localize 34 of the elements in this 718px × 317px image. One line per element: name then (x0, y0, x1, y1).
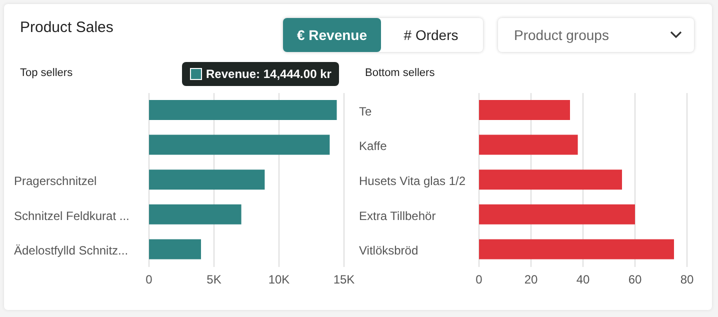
y-tick-label: Extra Tillbehör (359, 208, 436, 223)
bar (149, 134, 330, 155)
y-tick-label: Pragerschnitzel (14, 174, 97, 188)
bar (149, 100, 337, 120)
y-tick-label: Kaffe (359, 139, 388, 154)
text: Product groups (514, 27, 609, 43)
bar (149, 170, 265, 190)
y-tick-label: Ädelostfylld Schnitz... (14, 244, 128, 258)
bar (479, 239, 674, 260)
x-tick-label: 10K (268, 272, 290, 287)
text: Revenue: 14,444.00 kr (182, 62, 340, 86)
text: Product Sales (20, 19, 114, 36)
text: Top sellers (20, 67, 73, 79)
text: # Orders (402, 26, 460, 45)
x-tick-label: 0 (476, 272, 483, 287)
y-tick-label: Schnitzel Feldkurat ... (14, 208, 130, 223)
bar (149, 204, 242, 224)
x-tick-label: 5K (206, 272, 222, 287)
bar (479, 170, 622, 190)
x-tick-label: 15K (333, 272, 355, 287)
y-tick-label: Husets Vita glas 1/2 (359, 174, 466, 188)
x-tick-label: 0 (146, 272, 153, 287)
x-tick-label: 80 (680, 272, 694, 287)
bar (479, 134, 578, 155)
x-tick-label: 20 (524, 272, 538, 287)
y-tick-label: Vitlöksbröd (359, 244, 418, 258)
y-tick-label: Te (359, 104, 372, 118)
bar (479, 100, 570, 120)
x-tick-label: 40 (576, 272, 590, 287)
text: € Revenue (283, 18, 381, 52)
x-tick-label: 60 (628, 272, 642, 287)
chart-title: Bottom sellers (365, 67, 435, 79)
bar (479, 204, 635, 224)
bar (149, 239, 201, 260)
